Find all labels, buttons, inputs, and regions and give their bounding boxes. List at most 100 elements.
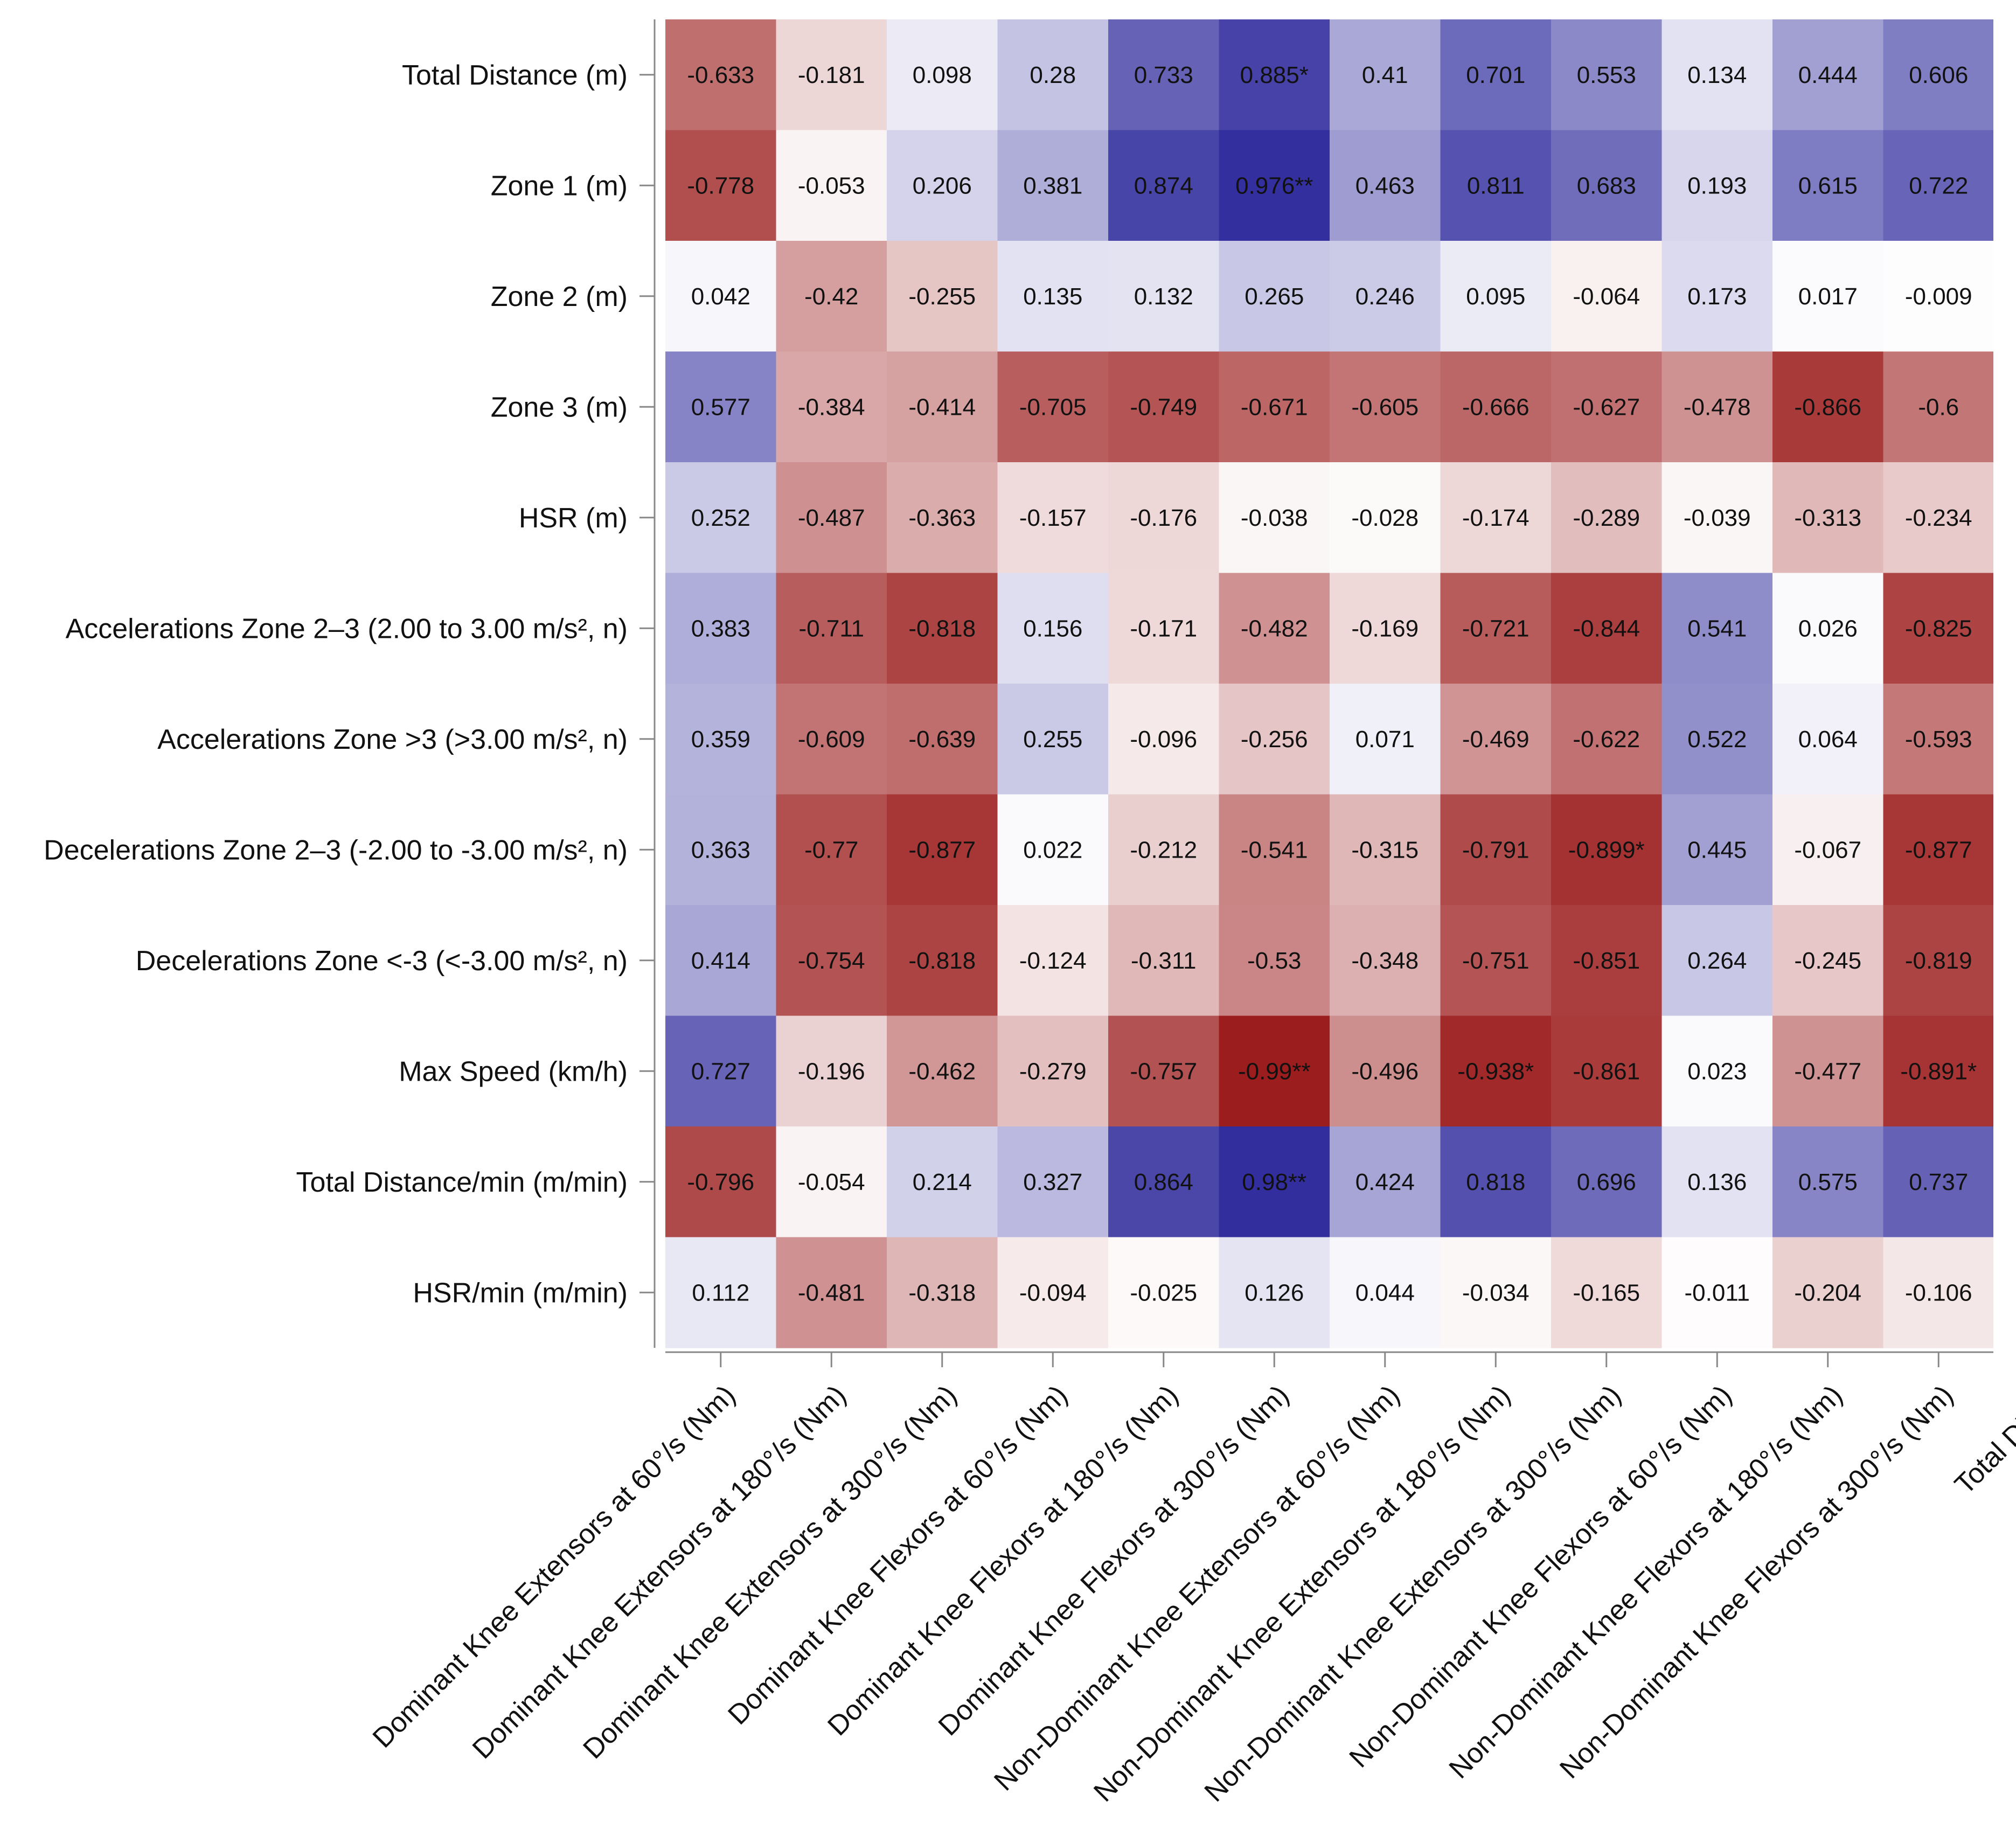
heatmap-cell [1772,241,1884,352]
cell-value-label: 0.252 [691,505,750,531]
heatmap-cell [1108,241,1220,352]
cell-value-label: 0.445 [1687,837,1747,863]
heatmap-cell [1551,1015,1663,1127]
cell-value-label: -0.851 [1573,948,1640,974]
heatmap-cell [997,1237,1109,1348]
cell-value-label: -0.639 [908,726,976,753]
cell-value-label: -0.363 [908,505,976,531]
cell-value-label: 0.41 [1362,62,1408,88]
heatmap-cell [1330,130,1441,241]
cell-value-label: 0.132 [1134,283,1193,310]
heatmap-cell [887,130,998,241]
cell-value-label: 0.214 [913,1169,972,1195]
cell-value-label: -0.861 [1573,1058,1640,1084]
heatmap-cell [1330,684,1441,795]
heatmap-cell [1883,684,1993,795]
cell-value-label: 0.444 [1798,62,1858,88]
heatmap-cell [1108,130,1220,241]
heatmap-cell [1219,905,1330,1017]
cell-value-label: 0.553 [1577,62,1636,88]
cell-value-label: -0.749 [1130,394,1197,420]
cell-value-label: 0.577 [691,394,750,420]
heatmap-cell [887,684,998,795]
heatmap-cell [1219,1237,1330,1348]
heatmap-cell [1108,573,1220,684]
heatmap-cell [1551,19,1663,131]
cell-value-label: -0.711 [799,615,865,642]
heatmap-cell [997,794,1109,906]
cell-value-label: -0.384 [798,394,865,420]
heatmap-cell [1440,241,1552,352]
heatmap-cell [1883,794,1993,906]
row-label: Total Distance (m) [402,60,628,91]
cell-value-label: 0.193 [1687,172,1747,199]
cell-value-label: 0.874 [1134,172,1193,199]
column-labels: Dominant Knee Extensors at 60°/s (Nm)Dom… [367,1379,2016,1808]
cell-value-label: -0.011 [1685,1279,1750,1306]
cell-value-label: -0.176 [1130,505,1197,531]
heatmap-cell [1772,684,1884,795]
heatmap-cell [1551,905,1663,1017]
cell-value-label: -0.633 [687,62,754,88]
heatmap-cell [1330,905,1441,1017]
cell-value-label: -0.181 [798,62,865,88]
heatmap-cell [1662,241,1773,352]
cell-value-label: -0.666 [1462,394,1530,420]
column-label: Total Distar [1949,1379,2016,1500]
heatmap-cell [1330,19,1441,131]
heatmap-cell [1108,19,1220,131]
cell-value-label: 0.173 [1687,283,1747,310]
cell-value-label: 0.522 [1687,726,1747,753]
cell-value-label: 0.023 [1687,1058,1747,1084]
heatmap-cell [1883,1015,1993,1127]
row-label: Zone 1 (m) [491,170,628,201]
heatmap-cell [1551,1126,1663,1238]
cell-value-label: -0.899* [1568,837,1645,863]
cell-value-label: -0.157 [1019,505,1087,531]
cell-value-label: 0.359 [691,726,750,753]
heatmap-cell [776,794,887,906]
heatmap-cell [997,573,1109,684]
cell-value-label: -0.627 [1573,394,1640,420]
heatmap-cell [997,19,1109,131]
heatmap-cell [1330,1015,1441,1127]
heatmap-cell [997,130,1109,241]
cell-value-label: -0.255 [908,283,976,310]
cell-value-label: -0.067 [1794,837,1861,863]
heatmap-cell [1219,130,1330,241]
heatmap-cell [776,19,887,131]
cell-value-label: -0.99** [1238,1058,1311,1084]
heatmap-cell [997,1015,1109,1127]
heatmap-cell [1219,684,1330,795]
cell-value-label: 0.28 [1030,62,1076,88]
column-label: Non-Dominant Knee Extensors at 300°/s (N… [1199,1379,1628,1808]
cell-value-label: 0.811 [1467,172,1525,199]
heatmap-cell [665,462,777,574]
heatmap-cell [1108,905,1220,1017]
cell-value-label: -0.025 [1130,1279,1197,1306]
heatmap-cell [665,1126,777,1238]
heatmap-cell [1108,462,1220,574]
heatmap-cell [1772,1015,1884,1127]
heatmap-cell [1883,130,1993,241]
heatmap-cell [1108,351,1220,463]
column-label: Non-Dominant Knee Extensors at 60°/s (Nm… [988,1379,1406,1797]
cell-value-label: -0.825 [1905,615,1972,642]
row-label: HSR/min (m/min) [413,1277,628,1309]
cell-value-label: -0.038 [1241,505,1308,531]
cell-value-label: 0.383 [691,615,750,642]
cell-value-label: -0.754 [798,948,865,974]
heatmap-cell [776,1126,887,1238]
cell-value-label: 0.327 [1023,1169,1082,1195]
heatmap-cell [1219,794,1330,906]
cell-value-label: 0.044 [1355,1279,1415,1306]
heatmap-cell [1219,1126,1330,1238]
cell-value-label: -0.009 [1905,283,1972,310]
cell-value-label: -0.705 [1019,394,1087,420]
heatmap-cell [1662,1237,1773,1348]
heatmap-cell [1883,1237,1993,1348]
heatmap-cell [1551,130,1663,241]
cell-value-label: -0.174 [1462,505,1530,531]
cell-value-label: 0.722 [1909,172,1968,199]
cell-value-label: 0.575 [1798,1169,1858,1195]
